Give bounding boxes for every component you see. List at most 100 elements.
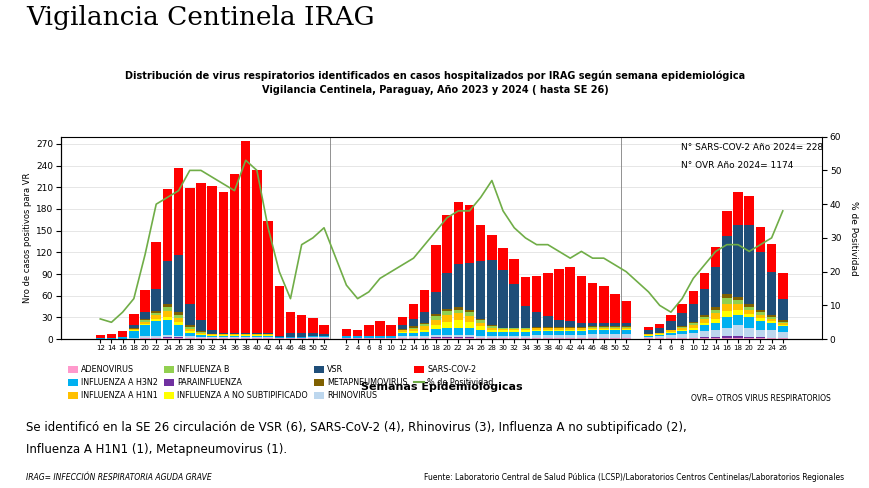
Bar	[163, 261, 172, 305]
Bar	[420, 323, 429, 324]
Bar	[520, 277, 529, 306]
Bar	[241, 337, 250, 338]
Bar	[699, 325, 708, 331]
Bar	[643, 327, 653, 330]
Bar	[140, 338, 149, 339]
Bar	[151, 311, 161, 313]
Bar	[565, 267, 574, 321]
Bar	[587, 326, 597, 327]
Bar	[241, 335, 250, 336]
Bar	[677, 327, 686, 330]
Bar	[487, 332, 496, 336]
Bar	[475, 225, 485, 261]
Bar	[342, 338, 351, 339]
Bar	[420, 312, 429, 323]
Bar	[342, 336, 351, 338]
Bar	[185, 329, 195, 331]
Bar	[498, 338, 507, 339]
Bar	[542, 273, 552, 316]
Bar	[464, 263, 474, 310]
Bar	[408, 338, 418, 339]
Bar	[319, 325, 328, 334]
Bar	[531, 330, 541, 331]
Bar	[744, 310, 753, 314]
Bar	[721, 317, 731, 327]
Bar	[196, 183, 205, 320]
Bar	[755, 312, 765, 315]
Bar	[509, 336, 519, 338]
Y-axis label: % de Positividad: % de Positividad	[848, 201, 857, 275]
Bar	[319, 337, 328, 339]
Bar	[174, 337, 183, 339]
Bar	[375, 321, 384, 336]
Bar	[587, 329, 597, 330]
Bar	[218, 192, 228, 333]
Bar	[431, 320, 441, 325]
Bar	[542, 335, 552, 338]
Bar	[218, 337, 228, 338]
Bar	[487, 330, 496, 332]
Bar	[241, 336, 250, 337]
Bar	[218, 336, 228, 337]
Bar	[275, 285, 283, 336]
Bar	[196, 331, 205, 332]
Bar	[252, 334, 262, 335]
Bar	[386, 325, 395, 336]
Bar	[643, 335, 653, 336]
Bar	[699, 323, 708, 325]
Bar	[185, 331, 195, 333]
Text: OVR= OTROS VIRUS RESPIRATORIOS: OVR= OTROS VIRUS RESPIRATORIOS	[690, 394, 830, 403]
Bar	[721, 327, 731, 336]
Bar	[241, 338, 250, 339]
Bar	[699, 337, 708, 339]
Bar	[196, 337, 205, 338]
Bar	[710, 313, 720, 319]
Bar	[654, 336, 664, 339]
Bar	[609, 334, 619, 338]
Bar	[453, 264, 462, 307]
Bar	[733, 192, 742, 225]
Bar	[229, 334, 239, 335]
Bar	[487, 336, 496, 338]
Text: Fuente: Laboratorio Central de Salud Pública (LCSP)/Laboratorios Centros Centine: Fuente: Laboratorio Central de Salud Púb…	[423, 473, 843, 482]
Bar	[185, 325, 195, 327]
Bar	[185, 336, 195, 338]
Bar	[554, 328, 563, 330]
Bar	[542, 328, 552, 330]
Bar	[453, 309, 462, 313]
Bar	[196, 335, 205, 337]
Bar	[587, 338, 597, 339]
Bar	[464, 322, 474, 327]
Bar	[509, 332, 519, 336]
Bar	[263, 338, 273, 339]
Bar	[777, 273, 786, 299]
Bar	[207, 186, 216, 330]
Bar	[151, 336, 161, 338]
Bar	[475, 338, 485, 339]
Bar	[710, 319, 720, 323]
Bar	[441, 215, 451, 273]
Bar	[275, 336, 283, 337]
Bar	[565, 338, 574, 339]
Bar	[263, 221, 273, 333]
Bar	[275, 338, 283, 339]
Bar	[755, 310, 765, 312]
Bar	[710, 337, 720, 339]
Bar	[777, 325, 786, 326]
Text: Se identificó en la SE 26 circulación de VSR (6), SARS-CoV-2 (4), Rhinovirus (3): Se identificó en la SE 26 circulación de…	[26, 421, 686, 434]
Bar	[308, 336, 317, 337]
Bar	[196, 332, 205, 333]
Bar	[431, 314, 441, 316]
Bar	[185, 304, 195, 325]
Bar	[677, 313, 686, 326]
Bar	[319, 336, 328, 337]
Bar	[252, 335, 262, 336]
Bar	[677, 334, 686, 338]
Bar	[475, 326, 485, 330]
Bar	[531, 327, 541, 328]
Bar	[207, 338, 216, 339]
Bar	[229, 337, 239, 338]
Legend: ADENOVIRUS, INFLUENZA A H3N2, INFLUENZA A H1N1, INFLUENZA B, PARAINFLUENZA, INFL: ADENOVIRUS, INFLUENZA A H3N2, INFLUENZA …	[65, 362, 496, 404]
Text: Vigilancia Centinela, Paraguay, Año 2023 y 2024 ( hasta SE 26): Vigilancia Centinela, Paraguay, Año 2023…	[262, 85, 607, 95]
Bar	[397, 325, 407, 329]
